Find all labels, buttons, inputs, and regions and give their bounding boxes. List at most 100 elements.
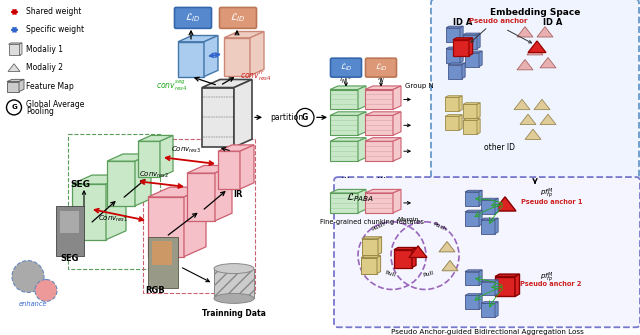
Polygon shape [107, 161, 135, 206]
Text: Group N: Group N [405, 82, 434, 88]
Polygon shape [465, 272, 479, 285]
Polygon shape [446, 28, 460, 42]
Text: Shared weight: Shared weight [26, 7, 81, 16]
Polygon shape [330, 86, 366, 89]
FancyBboxPatch shape [175, 7, 211, 28]
Polygon shape [465, 51, 482, 53]
Polygon shape [135, 154, 151, 206]
Polygon shape [19, 43, 22, 55]
Polygon shape [234, 79, 252, 147]
Text: $f_N^{seg}$: $f_N^{seg}$ [339, 73, 353, 86]
Text: ...: ... [342, 170, 351, 180]
Text: Pseudo Anchor-guided Bidirectional Aggregation Loss: Pseudo Anchor-guided Bidirectional Aggre… [390, 329, 584, 335]
Polygon shape [463, 119, 480, 120]
Polygon shape [393, 138, 401, 161]
Polygon shape [463, 33, 480, 35]
Text: Push: Push [432, 221, 448, 232]
FancyBboxPatch shape [334, 177, 640, 327]
Polygon shape [495, 280, 498, 295]
Polygon shape [358, 112, 366, 135]
Polygon shape [361, 258, 377, 274]
Text: Feature Map: Feature Map [26, 82, 74, 91]
Polygon shape [330, 89, 358, 110]
Polygon shape [446, 26, 463, 28]
Polygon shape [477, 33, 480, 49]
Polygon shape [463, 105, 477, 118]
Polygon shape [72, 175, 126, 184]
Polygon shape [527, 45, 543, 55]
Polygon shape [442, 260, 458, 271]
Polygon shape [178, 42, 204, 77]
Polygon shape [362, 239, 378, 255]
FancyBboxPatch shape [220, 7, 257, 28]
Text: Embedding Space: Embedding Space [490, 8, 580, 17]
Polygon shape [439, 242, 455, 252]
Text: partition: partition [270, 113, 303, 122]
Polygon shape [477, 103, 480, 118]
Text: IR: IR [155, 257, 165, 266]
Text: Specific weight: Specific weight [26, 25, 84, 35]
Polygon shape [202, 79, 252, 87]
Polygon shape [365, 89, 393, 110]
FancyBboxPatch shape [56, 206, 84, 256]
Polygon shape [459, 96, 462, 112]
Polygon shape [362, 237, 381, 239]
Polygon shape [460, 26, 463, 42]
Text: RGB: RGB [145, 286, 165, 295]
Text: Pseudo anchor 2: Pseudo anchor 2 [520, 281, 582, 287]
Polygon shape [481, 220, 495, 234]
Polygon shape [517, 60, 533, 70]
Text: enhance: enhance [19, 302, 47, 308]
Circle shape [35, 279, 57, 302]
Polygon shape [330, 115, 358, 135]
Polygon shape [107, 154, 151, 161]
Polygon shape [361, 256, 381, 258]
Polygon shape [412, 248, 416, 268]
Polygon shape [460, 47, 463, 63]
Text: IR: IR [233, 190, 243, 199]
Polygon shape [394, 248, 416, 250]
Text: Margin: Margin [397, 217, 419, 222]
Polygon shape [465, 295, 479, 309]
Polygon shape [445, 96, 462, 97]
Polygon shape [138, 141, 160, 177]
Text: $Conv_{res3}$: $Conv_{res3}$ [171, 145, 201, 155]
Polygon shape [477, 119, 480, 134]
Polygon shape [494, 197, 516, 211]
Polygon shape [479, 51, 482, 67]
Polygon shape [481, 218, 498, 220]
Polygon shape [465, 210, 482, 212]
Text: $\mathcal{L}_{ID}$: $\mathcal{L}_{ID}$ [340, 62, 353, 73]
Polygon shape [178, 36, 218, 42]
Text: G: G [302, 113, 308, 122]
Polygon shape [462, 63, 465, 79]
Text: $pf_{fp}^{M}$: $pf_{fp}^{M}$ [540, 270, 554, 285]
FancyBboxPatch shape [152, 241, 172, 265]
Text: G: G [11, 105, 17, 111]
Polygon shape [148, 197, 184, 257]
Polygon shape [215, 165, 232, 221]
Polygon shape [214, 269, 254, 298]
Polygon shape [393, 86, 401, 110]
Polygon shape [525, 129, 541, 139]
Polygon shape [448, 63, 465, 65]
Polygon shape [495, 274, 520, 276]
Polygon shape [481, 198, 498, 200]
Polygon shape [445, 116, 459, 130]
Polygon shape [365, 138, 401, 141]
Polygon shape [481, 304, 495, 317]
Text: ID A: ID A [453, 18, 473, 27]
FancyBboxPatch shape [148, 237, 178, 288]
Text: $\mathcal{L}_{PABA}$: $\mathcal{L}_{PABA}$ [346, 192, 374, 204]
Polygon shape [463, 35, 477, 49]
Polygon shape [465, 212, 479, 226]
Polygon shape [330, 112, 366, 115]
Polygon shape [465, 270, 482, 272]
Polygon shape [481, 280, 498, 281]
Polygon shape [250, 31, 264, 76]
Text: ID A: ID A [543, 18, 563, 27]
Text: Push: Push [371, 221, 386, 232]
Ellipse shape [214, 264, 254, 274]
Polygon shape [330, 189, 366, 193]
Text: other ID: other ID [484, 143, 515, 152]
